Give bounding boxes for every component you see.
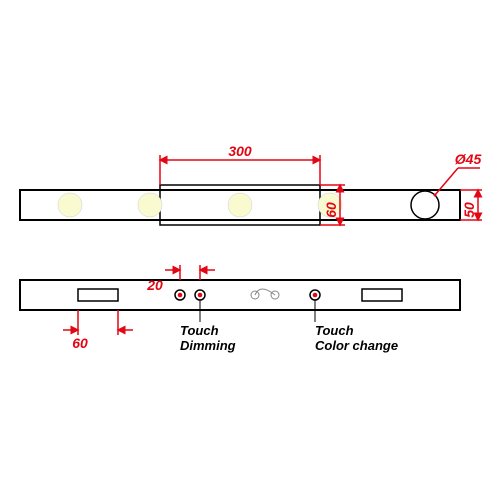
dim-dia: Ø45 bbox=[455, 151, 482, 167]
led-1 bbox=[58, 193, 82, 217]
dim-bar-h: 50 bbox=[461, 202, 477, 218]
label-touch-dim-1: Touch bbox=[180, 323, 219, 338]
dim-plate-h: 60 bbox=[323, 202, 339, 218]
mount-slot-right bbox=[362, 289, 402, 301]
sensor-color bbox=[310, 290, 320, 300]
mount-slot-left bbox=[78, 289, 118, 301]
dim-plate-w: 300 bbox=[228, 143, 252, 159]
led-3 bbox=[228, 193, 252, 217]
label-touch-col-2: Color change bbox=[315, 338, 398, 353]
bar-body-bottom bbox=[20, 280, 460, 310]
drawing-canvas: 300 60 Ø45 50 20 60 Touch Dimming Touch bbox=[0, 0, 500, 500]
label-touch-col-1: Touch bbox=[315, 323, 354, 338]
dim-sensor-gap: 20 bbox=[146, 277, 163, 293]
sensor-dimming bbox=[175, 290, 205, 300]
led-2 bbox=[138, 193, 162, 217]
dim-slot-w: 60 bbox=[72, 335, 88, 351]
label-touch-dim-2: Dimming bbox=[180, 338, 236, 353]
